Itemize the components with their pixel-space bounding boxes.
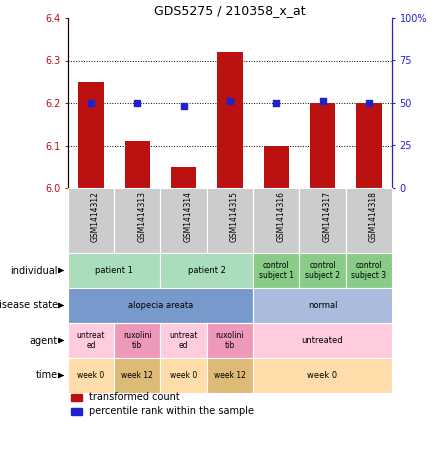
Text: untreat
ed: untreat ed <box>170 331 198 350</box>
Text: patient 2: patient 2 <box>188 266 226 275</box>
Text: patient 1: patient 1 <box>95 266 133 275</box>
Text: control
subject 1: control subject 1 <box>259 261 294 280</box>
Text: untreated: untreated <box>302 336 343 345</box>
Text: transformed count: transformed count <box>89 392 180 403</box>
Text: untreat
ed: untreat ed <box>77 331 105 350</box>
Text: GSM1414318: GSM1414318 <box>369 191 378 242</box>
Text: ruxolini
tib: ruxolini tib <box>215 331 244 350</box>
Point <box>273 99 280 106</box>
Text: GSM1414313: GSM1414313 <box>138 191 146 242</box>
Text: percentile rank within the sample: percentile rank within the sample <box>89 406 254 416</box>
Title: GDS5275 / 210358_x_at: GDS5275 / 210358_x_at <box>154 4 306 17</box>
Text: GSM1414315: GSM1414315 <box>230 191 239 242</box>
Bar <box>171 167 196 188</box>
Bar <box>264 145 289 188</box>
Text: time: time <box>35 371 58 381</box>
Point <box>88 99 95 106</box>
Text: agent: agent <box>30 336 58 346</box>
Text: GSM1414316: GSM1414316 <box>276 191 285 242</box>
Text: GSM1414317: GSM1414317 <box>322 191 332 242</box>
Text: week 0: week 0 <box>170 371 197 380</box>
Point <box>226 98 233 105</box>
Text: normal: normal <box>308 301 337 310</box>
Text: ruxolini
tib: ruxolini tib <box>123 331 152 350</box>
Bar <box>71 408 82 415</box>
Text: week 0: week 0 <box>78 371 105 380</box>
Bar <box>124 141 150 188</box>
Text: GSM1414314: GSM1414314 <box>184 191 193 242</box>
Bar <box>78 82 104 188</box>
Bar <box>217 52 243 188</box>
Text: individual: individual <box>11 265 58 275</box>
Text: week 0: week 0 <box>307 371 338 380</box>
Bar <box>310 103 335 188</box>
Point <box>319 98 326 105</box>
Text: control
subject 2: control subject 2 <box>305 261 340 280</box>
Point <box>180 103 187 110</box>
Text: GSM1414312: GSM1414312 <box>91 191 100 242</box>
Text: week 12: week 12 <box>121 371 153 380</box>
Text: week 12: week 12 <box>214 371 246 380</box>
Point <box>365 99 372 106</box>
Point <box>134 99 141 106</box>
Bar <box>356 103 381 188</box>
Text: alopecia areata: alopecia areata <box>128 301 193 310</box>
Text: control
subject 3: control subject 3 <box>351 261 386 280</box>
Text: disease state: disease state <box>0 300 58 310</box>
Bar <box>71 394 82 401</box>
